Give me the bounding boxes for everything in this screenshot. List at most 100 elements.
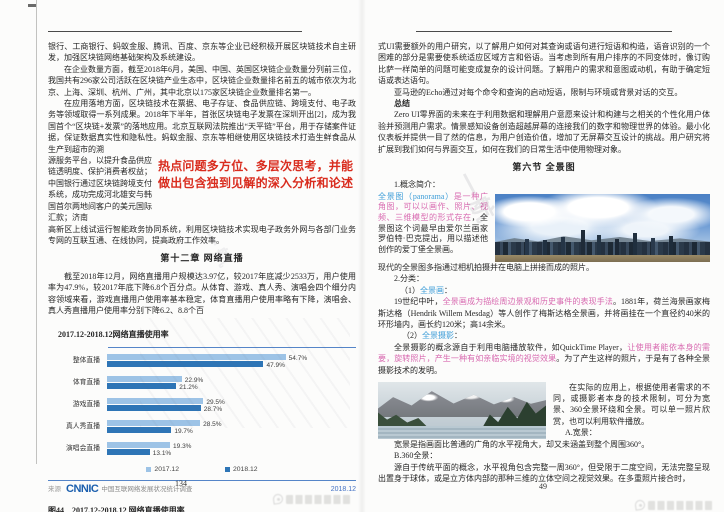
- scan-artifact: [28, 4, 37, 7]
- concept-photo-row: 全景图（panorama）是一种广角图，可以以画作、照片、视频、三维模型的形式存…: [378, 192, 710, 262]
- chart-category-label: 游戏直播: [72, 401, 100, 409]
- item-number: （2）: [402, 331, 422, 341]
- page-number-left: 134: [175, 479, 187, 488]
- chart-source-row: 来源 CNNIC 中国互联网络发展状况统计调查 2018.12: [48, 483, 356, 496]
- bar-track: 29.5% 28.7%: [107, 397, 303, 413]
- watermark-illegible-text: [286, 494, 352, 504]
- cnnic-logo: CNNIC: [66, 483, 99, 496]
- colon: ：: [454, 331, 462, 341]
- panorama-city-photo: [495, 193, 710, 262]
- page-gutter-shadow: [358, 0, 366, 512]
- bar-value-label: 29.5%: [206, 398, 225, 406]
- definition-continuation: ，全景图这个词最早由爱尔兰画家罗伯特·巴克提出，用以描述他创作的爱丁堡全景画。: [378, 213, 488, 254]
- section-heading: 第六节 全景图: [512, 162, 576, 173]
- item-number: （1）: [400, 285, 420, 295]
- photo-credit-watermark: [272, 493, 352, 505]
- text-segment: 。1881年，荷兰海景画家梅斯达格（Hendrik Willem Mesdag）…: [378, 297, 711, 329]
- bar-value-label: 28.7%: [203, 405, 223, 413]
- photo-credit-watermark: [634, 499, 714, 511]
- header-rule: [416, 31, 672, 32]
- chart-row: 体育直播 22.9% 21.2%: [48, 375, 356, 391]
- source-date: 2018.12: [330, 486, 356, 494]
- legend-label: 2018.12: [233, 465, 258, 473]
- list-item-concept: 1.概念简介：: [394, 180, 440, 190]
- photo-lake-water: [378, 425, 546, 439]
- chart-row: 真人秀直播 28.5% 19.7%: [48, 419, 356, 435]
- bar-track: 54.7% 47.9%: [107, 353, 307, 369]
- photo-city-skyline: [495, 241, 710, 255]
- chart-category-label: 体育直播: [72, 379, 100, 387]
- list-item-panorama-painting: （1）全景画：: [378, 285, 710, 296]
- list-item-360-panorama: B.360全景：: [394, 451, 438, 461]
- list-item-wide-view: A.宽景：: [565, 427, 597, 437]
- chart-legend: 2017.12 2018.12: [48, 464, 356, 475]
- chart-bottom-rule: [48, 480, 356, 482]
- bar-2018: 21.2%: [107, 382, 198, 391]
- chart-category-label: 真人秀直播: [66, 423, 100, 431]
- legend-item-2018: 2018.12: [225, 464, 258, 475]
- highlighted-definition: 是一种广角图，可以以画作、照片、视频、三维模型的形式存在: [378, 191, 488, 223]
- bar-2018: 19.7%: [107, 426, 193, 435]
- keyword-panorama-photography: 全景摄影: [422, 331, 454, 341]
- bar-value-label: 13.1%: [152, 449, 172, 457]
- practical-application-column: 在实际的应用上，根据使用者需求的不同，或摄影者本身的技术限制，可分为宽景、360…: [553, 382, 710, 439]
- paragraph-wide-view: 宽景是指画面比普通的广角的水平视角大，却又未涵盖到整个周围360°。: [394, 439, 650, 449]
- legend-label: 2017.12: [154, 465, 179, 473]
- bar-value-label: 22.9%: [184, 376, 204, 384]
- bar-value-label: 19.3%: [173, 442, 192, 450]
- right-page: 式UI需要额外的用户研究，以了解用户如何对其查询或语句进行短语和构造，语音识别的…: [362, 0, 724, 512]
- page-number-right: 49: [539, 482, 547, 491]
- bar-2018: 13.1%: [107, 448, 171, 457]
- chart-category-label: 整体直播: [72, 357, 100, 365]
- bar-chart: 整体直播 54.7% 47.9% 体育直播 22.9% 21.2% 游戏直播: [48, 346, 356, 512]
- chart-category-label: 演唱会直播: [66, 445, 100, 453]
- chart-row: 整体直播 54.7% 47.9%: [48, 353, 356, 369]
- figure-caption: 图44 2017.12-2018.12 网络直播使用率: [48, 505, 356, 512]
- summary-heading: 总结: [394, 99, 410, 109]
- bar-2017: 19.3%: [107, 441, 191, 450]
- bar-track: 28.5% 19.7%: [107, 419, 303, 435]
- red-handwritten-annotation: 热点问题多方位、多层次思考，并能做出包含独到见解的深入分析和论述: [158, 159, 354, 190]
- bar-2017: 54.7%: [107, 353, 307, 362]
- figure-caption-text: 2017.12-2018.12 网络直播使用率: [72, 505, 185, 512]
- paragraph-blockchain-companies-intro: 银行、工商银行、蚂蚁金服、腾讯、百度、京东等企业已经积极开展区块链技术自主研发，…: [48, 42, 356, 63]
- highlighted-segment: 全景画成为描绘周边景观和历史事件的表现手法: [442, 297, 613, 307]
- text-wrap-row: 源服务平台，以提升食品供应链透明度、保护消费者权益；中国银行通过区块链跨境支付系…: [48, 155, 356, 223]
- paragraph-panorama-definition: 全景图（panorama）是一种广角图，可以以画作、照片、视频、三维模型的形式存…: [378, 192, 488, 262]
- watermark-logo-icon: [634, 499, 646, 511]
- watermark-logo-icon: [272, 493, 284, 505]
- left-page-content: 银行、工商银行、蚂蚁金服、腾讯、百度、京东等企业已经积极开展区块链技术自主研发，…: [48, 41, 356, 512]
- bar-track: 22.9% 21.2%: [107, 375, 303, 391]
- paragraph-livestream-stats: 截至2018年12月，网络直播用户规模达3.97亿，较2017年底减少2533万…: [48, 271, 356, 315]
- legend-swatch-2017: [146, 466, 152, 472]
- legend-swatch-2018: [225, 466, 230, 472]
- paragraph-zero-ui-summary: Zero UI零界面的未来在于利用数据和理解用户意愿来设计和构建与之相关的个性化…: [378, 110, 710, 154]
- bar-value-label: 54.7%: [288, 354, 308, 362]
- chart-top-rule: [108, 346, 356, 348]
- photo-city-towers: [581, 229, 585, 255]
- lake-photo-row: 在实际的应用上，根据使用者需求的不同，或摄影者本身的技术限制，可分为宽景、360…: [378, 381, 710, 439]
- bar-2017: 28.5%: [107, 419, 222, 428]
- bar-2017: 22.9%: [107, 375, 203, 384]
- highlighted-segment: 让使用者能依本身的需要，旋转照片，产生一种有如亲临实境的视觉效果: [378, 342, 711, 364]
- paragraph-360-panorama: 源自于传统平面的概念，水平视角包含完整一周360°，但受限于二度空间，无法完整呈…: [378, 462, 710, 484]
- source-text: 中国互联网络发展状况统计调查: [101, 486, 193, 494]
- chart-title: 2017.12-2018.12网络直播使用率: [58, 330, 169, 340]
- text-segment: 。为了产生这样的照片，于是有了各种全景摄影技术的发明。: [378, 354, 711, 375]
- page-edge-line: [36, 0, 37, 464]
- bar-value-label: 28.5%: [203, 420, 222, 428]
- paragraph-amazon-echo: 亚马逊的Echo通过对每个命令和查询的启动短语，限制与环境或背景对话的交互。: [394, 87, 683, 97]
- bar-value-label: 47.9%: [266, 361, 285, 369]
- paragraph-enterprise-count: 在企业数量方面，截至2018年6月，美国、中国、英国区块链企业数量分列前三位，我…: [48, 64, 356, 97]
- paragraph-application-narrow-column: 源服务平台，以提升食品供应链透明度、保护消费者权益；中国银行通过区块链跨境支付系…: [48, 156, 152, 223]
- text-segment: 19世纪中叶，: [394, 297, 443, 307]
- paragraph-voice-ui-research: 式UI需要额外的用户研究，以了解用户如何对其查询或语句进行短语和构造，语音识别的…: [378, 42, 710, 86]
- paragraph-application-part-a: 在应用落地方面，区块链技术在票据、电子存证、食品供应链、跨境支付、电子政务等领域…: [48, 99, 356, 154]
- legend-item-2017: 2017.12: [146, 464, 179, 475]
- photo-river-foreground: [495, 254, 710, 262]
- keyword-panorama-painting: 全景画: [420, 285, 444, 295]
- bar-value-label: 19.7%: [174, 427, 193, 435]
- header-rule: [48, 31, 302, 32]
- paragraph-modern-panorama: 现代的全景图多指通过相机拍摄并在电脑上拼接而成的照片。: [378, 262, 594, 272]
